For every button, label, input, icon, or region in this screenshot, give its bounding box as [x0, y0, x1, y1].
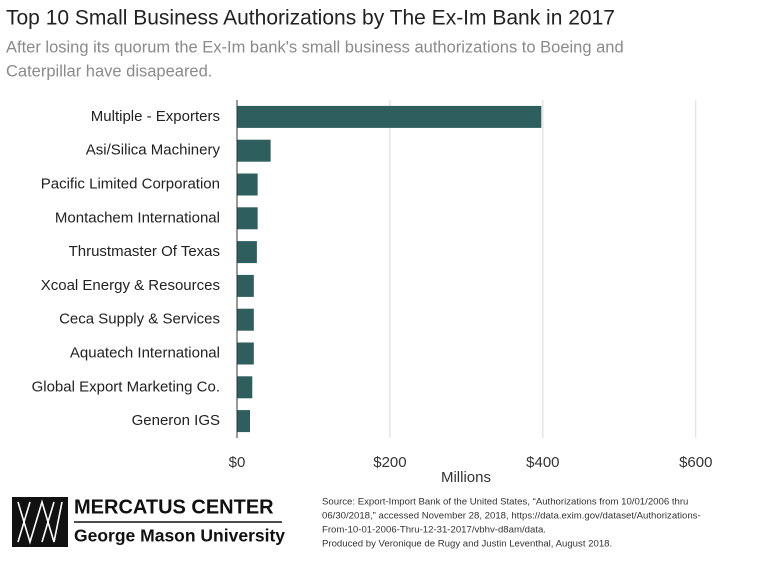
y-tick-label: Pacific Limited Corporation: [41, 175, 220, 192]
bar: [237, 173, 258, 196]
chart-title: Top 10 Small Business Authorizations by …: [6, 7, 615, 30]
source: Produced by Veronique de Rugy and Justin…: [322, 539, 612, 550]
bar: [237, 376, 253, 399]
bar: [237, 105, 542, 128]
y-tick-label: Global Export Marketing Co.: [32, 378, 220, 395]
source: 06/30/2018,” accessed November 28, 2018,…: [322, 511, 701, 522]
y-tick-label: Asi/Silica Machinery: [86, 142, 221, 159]
y-tick-label: Aquatech International: [70, 344, 220, 361]
bar: [237, 342, 254, 365]
x-tick-label: $400: [526, 454, 559, 471]
x-axis-label: Millions: [441, 469, 491, 486]
bar: [237, 274, 254, 297]
logo: [12, 497, 282, 547]
subtitle: Caterpillar have disapeared.: [6, 62, 212, 80]
bar: [237, 207, 258, 230]
y-tick-label: Montachem International: [55, 209, 220, 226]
x-tick-label: $200: [373, 454, 406, 471]
bar: [237, 139, 271, 162]
bar: [237, 410, 250, 433]
y-tick-label: Generon IGS: [132, 412, 220, 429]
y-tick-label: Xcoal Energy & Resources: [41, 277, 220, 294]
y-tick-label: Ceca Supply & Services: [59, 311, 220, 328]
brand-sub: George Mason University: [74, 526, 285, 546]
y-tick-label: Thrustmaster Of Texas: [69, 243, 220, 260]
y-tick-label: Multiple - Exporters: [91, 108, 220, 125]
subtitle: After losing its quorum the Ex-Im bank's…: [6, 38, 624, 56]
x-tick-label: $0: [229, 454, 246, 471]
logo-icon: [12, 497, 68, 547]
source: From-10-01-2006-Thru-12-31-2017/vbhv-d8a…: [322, 525, 546, 536]
bar: [237, 308, 254, 331]
logo-lines: [17, 499, 63, 545]
brand-name: MERCATUS CENTER: [74, 496, 274, 518]
x-tick-label: $600: [679, 454, 712, 471]
bar: [237, 241, 257, 264]
source: Source: Export-Import Bank of the United…: [322, 497, 688, 508]
